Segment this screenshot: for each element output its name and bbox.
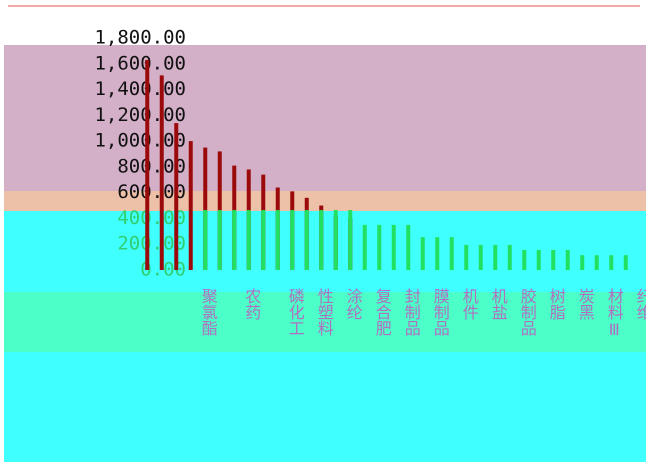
bar	[348, 210, 353, 270]
y-tick-label: 1,800.00	[94, 27, 186, 49]
bar	[609, 255, 614, 270]
bar	[464, 244, 469, 270]
x-tick-label: 磷化工	[286, 288, 305, 336]
y-tick-label: 200.00	[117, 233, 186, 255]
bar	[551, 250, 556, 270]
x-tick-label: 炭黑	[576, 288, 595, 320]
bar	[449, 237, 454, 270]
bar	[304, 210, 309, 270]
x-tick-label: 机件	[460, 288, 479, 320]
bar	[319, 210, 324, 270]
bar	[493, 244, 498, 270]
bar	[406, 224, 411, 270]
y-tick-label: 600.00	[117, 181, 186, 203]
bar	[261, 210, 266, 270]
band	[4, 292, 646, 352]
bar	[203, 210, 208, 270]
band	[4, 45, 646, 191]
bar	[594, 255, 599, 270]
bar	[232, 210, 237, 270]
bar	[391, 224, 396, 270]
x-tick-label: 材料Ⅲ	[605, 288, 624, 339]
bar	[290, 210, 295, 270]
y-tick-label: 1,600.00	[94, 52, 186, 74]
x-tick-label: 机盐	[489, 288, 508, 320]
x-tick-label: 复合肥	[373, 288, 392, 337]
bar	[174, 123, 179, 270]
x-tick-label: 膜制品	[431, 288, 450, 336]
y-tick-label: 1,400.00	[94, 78, 186, 100]
bar	[565, 250, 570, 270]
x-tick-label: 树脂	[547, 288, 566, 321]
x-tick-label: 农药	[242, 288, 261, 321]
y-tick-label: 400.00	[117, 207, 186, 229]
bar	[623, 255, 628, 270]
bar	[377, 224, 382, 270]
bar	[580, 255, 585, 270]
bar	[275, 210, 280, 270]
bar	[536, 250, 541, 270]
x-tick-label: 胶制品	[518, 288, 537, 336]
bar	[203, 147, 208, 270]
bar	[507, 244, 512, 270]
bar	[246, 210, 251, 270]
y-tick-label: 800.00	[117, 155, 186, 177]
bar	[159, 75, 164, 270]
x-tick-label: 封制品	[402, 288, 421, 336]
band	[4, 191, 646, 211]
bar	[522, 250, 527, 270]
bar	[217, 210, 222, 270]
bar	[478, 244, 483, 270]
x-tick-label: 聚氯酯	[199, 288, 218, 336]
y-tick-label: 1,000.00	[94, 130, 186, 152]
x-tick-label: 纤维	[634, 288, 646, 320]
bar	[333, 210, 338, 270]
y-tick-label: 1,200.00	[94, 104, 186, 126]
bar	[362, 224, 367, 270]
bar	[435, 237, 440, 270]
bar	[188, 141, 193, 270]
bar	[145, 59, 150, 271]
x-tick-label: 性塑料	[315, 288, 334, 336]
bar	[420, 237, 425, 270]
x-tick-label: 涂纶	[344, 288, 363, 320]
